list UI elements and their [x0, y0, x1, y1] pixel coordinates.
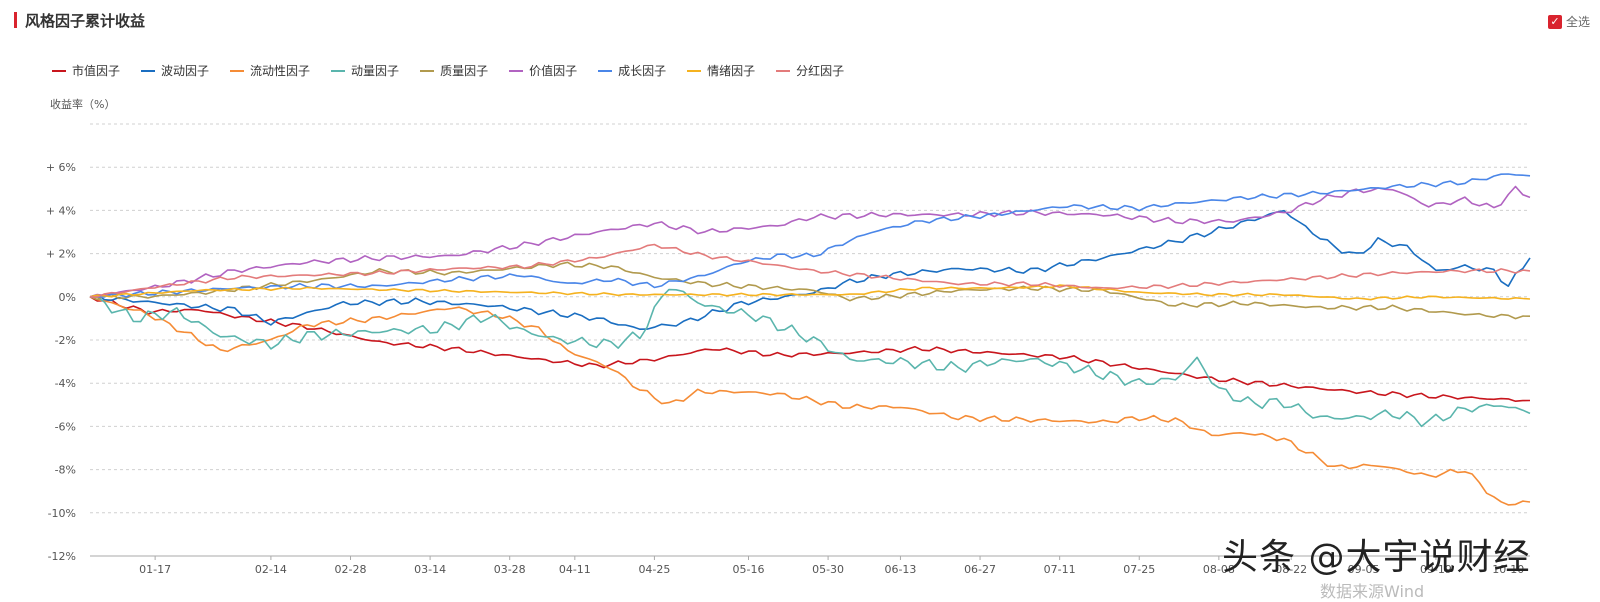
series-line-5: [89, 261, 1531, 320]
x-tick-label: 09-19: [1420, 563, 1452, 576]
legend-label: 流动性因子: [250, 64, 311, 78]
chart-legend: 市值因子 波动因子 流动性因子 动量因子 质量因子 价值因子 成长因子 情绪因子 分红因子: [52, 62, 865, 79]
x-tick-label: 08-22: [1275, 563, 1307, 576]
legend-label: 情绪因子: [707, 64, 756, 78]
watermark-text: 头条 @大宇说财经: [1222, 537, 1531, 578]
series-line-6: [89, 185, 1531, 298]
y-tick-label: 0%: [59, 291, 76, 304]
legend-label: 价值因子: [529, 64, 578, 78]
y-tick-label: -2%: [55, 334, 76, 347]
legend-swatch: [331, 69, 346, 72]
series-line-1: [89, 296, 1531, 403]
x-tick-label: 02-28: [335, 563, 367, 576]
series-line-9: [89, 243, 1531, 299]
chart-title: 风格因子累计收益: [25, 11, 146, 30]
series-line-2: [89, 209, 1531, 331]
x-tick-label: 07-11: [1044, 563, 1076, 576]
y-tick-label: -10%: [48, 507, 76, 520]
legend-item[interactable]: 情绪因子: [687, 62, 755, 79]
x-tick-label: 04-25: [638, 563, 670, 576]
y-tick-label: + 6%: [46, 161, 76, 174]
select-all-toggle[interactable]: ✓ 全选: [1547, 13, 1590, 30]
x-tick-label: 03-14: [414, 563, 446, 576]
x-tick-label: 02-14: [255, 563, 287, 576]
x-tick-label: 01-17: [139, 563, 171, 576]
legend-swatch: [776, 69, 791, 72]
x-tick-label: 06-13: [884, 563, 916, 576]
checkmark-icon[interactable]: ✓: [1547, 14, 1562, 29]
legend-swatch: [598, 69, 613, 72]
x-tick-label: 08-08: [1203, 563, 1235, 576]
watermark-source: 数据来源Wind: [1320, 582, 1425, 601]
legend-item[interactable]: 动量因子: [331, 62, 399, 79]
y-tick-label: -4%: [55, 377, 76, 390]
legend-item[interactable]: 分红因子: [776, 62, 844, 79]
legend-swatch: [52, 69, 66, 72]
legend-item[interactable]: 流动性因子: [230, 62, 310, 79]
series-line-7: [89, 173, 1531, 298]
select-all-label: 全选: [1565, 15, 1590, 29]
legend-swatch: [230, 69, 245, 72]
legend-label: 分红因子: [796, 64, 845, 78]
x-tick-label: 07-25: [1123, 563, 1155, 576]
legend-label: 质量因子: [440, 64, 489, 78]
legend-item[interactable]: 市值因子: [52, 62, 120, 79]
x-tick-label: 04-11: [559, 563, 591, 576]
y-tick-label: -12%: [48, 550, 76, 563]
legend-swatch: [687, 69, 702, 72]
legend-item[interactable]: 成长因子: [598, 62, 666, 79]
legend-label: 市值因子: [72, 64, 121, 78]
legend-swatch: [141, 69, 156, 72]
x-tick-label: 09-05: [1348, 563, 1380, 576]
legend-label: 成长因子: [618, 64, 667, 78]
y-tick-label: -6%: [55, 420, 76, 433]
page-title: 风格因子累计收益: [14, 10, 145, 30]
x-tick-label: 05-16: [733, 563, 765, 576]
x-tick-label: 06-27: [964, 563, 996, 576]
legend-swatch: [420, 69, 435, 72]
x-tick-label: 03-28: [494, 563, 526, 576]
x-tick-label: 10-10: [1492, 563, 1524, 576]
legend-label: 动量因子: [351, 64, 400, 78]
title-accent-bar: [14, 12, 17, 28]
y-axis-label: 收益率（%）: [50, 98, 116, 111]
y-tick-label: -8%: [55, 464, 76, 477]
y-tick-label: + 2%: [46, 248, 76, 261]
series-line-8: [89, 284, 1531, 301]
legend-swatch: [509, 69, 524, 72]
y-tick-label: + 4%: [46, 204, 76, 217]
series-line-4: [89, 288, 1531, 428]
x-tick-label: 05-30: [812, 563, 844, 576]
legend-item[interactable]: 质量因子: [420, 62, 488, 79]
legend-item[interactable]: 波动因子: [141, 62, 209, 79]
legend-item[interactable]: 价值因子: [509, 62, 577, 79]
legend-label: 波动因子: [161, 64, 210, 78]
series-line-3: [89, 296, 1531, 506]
